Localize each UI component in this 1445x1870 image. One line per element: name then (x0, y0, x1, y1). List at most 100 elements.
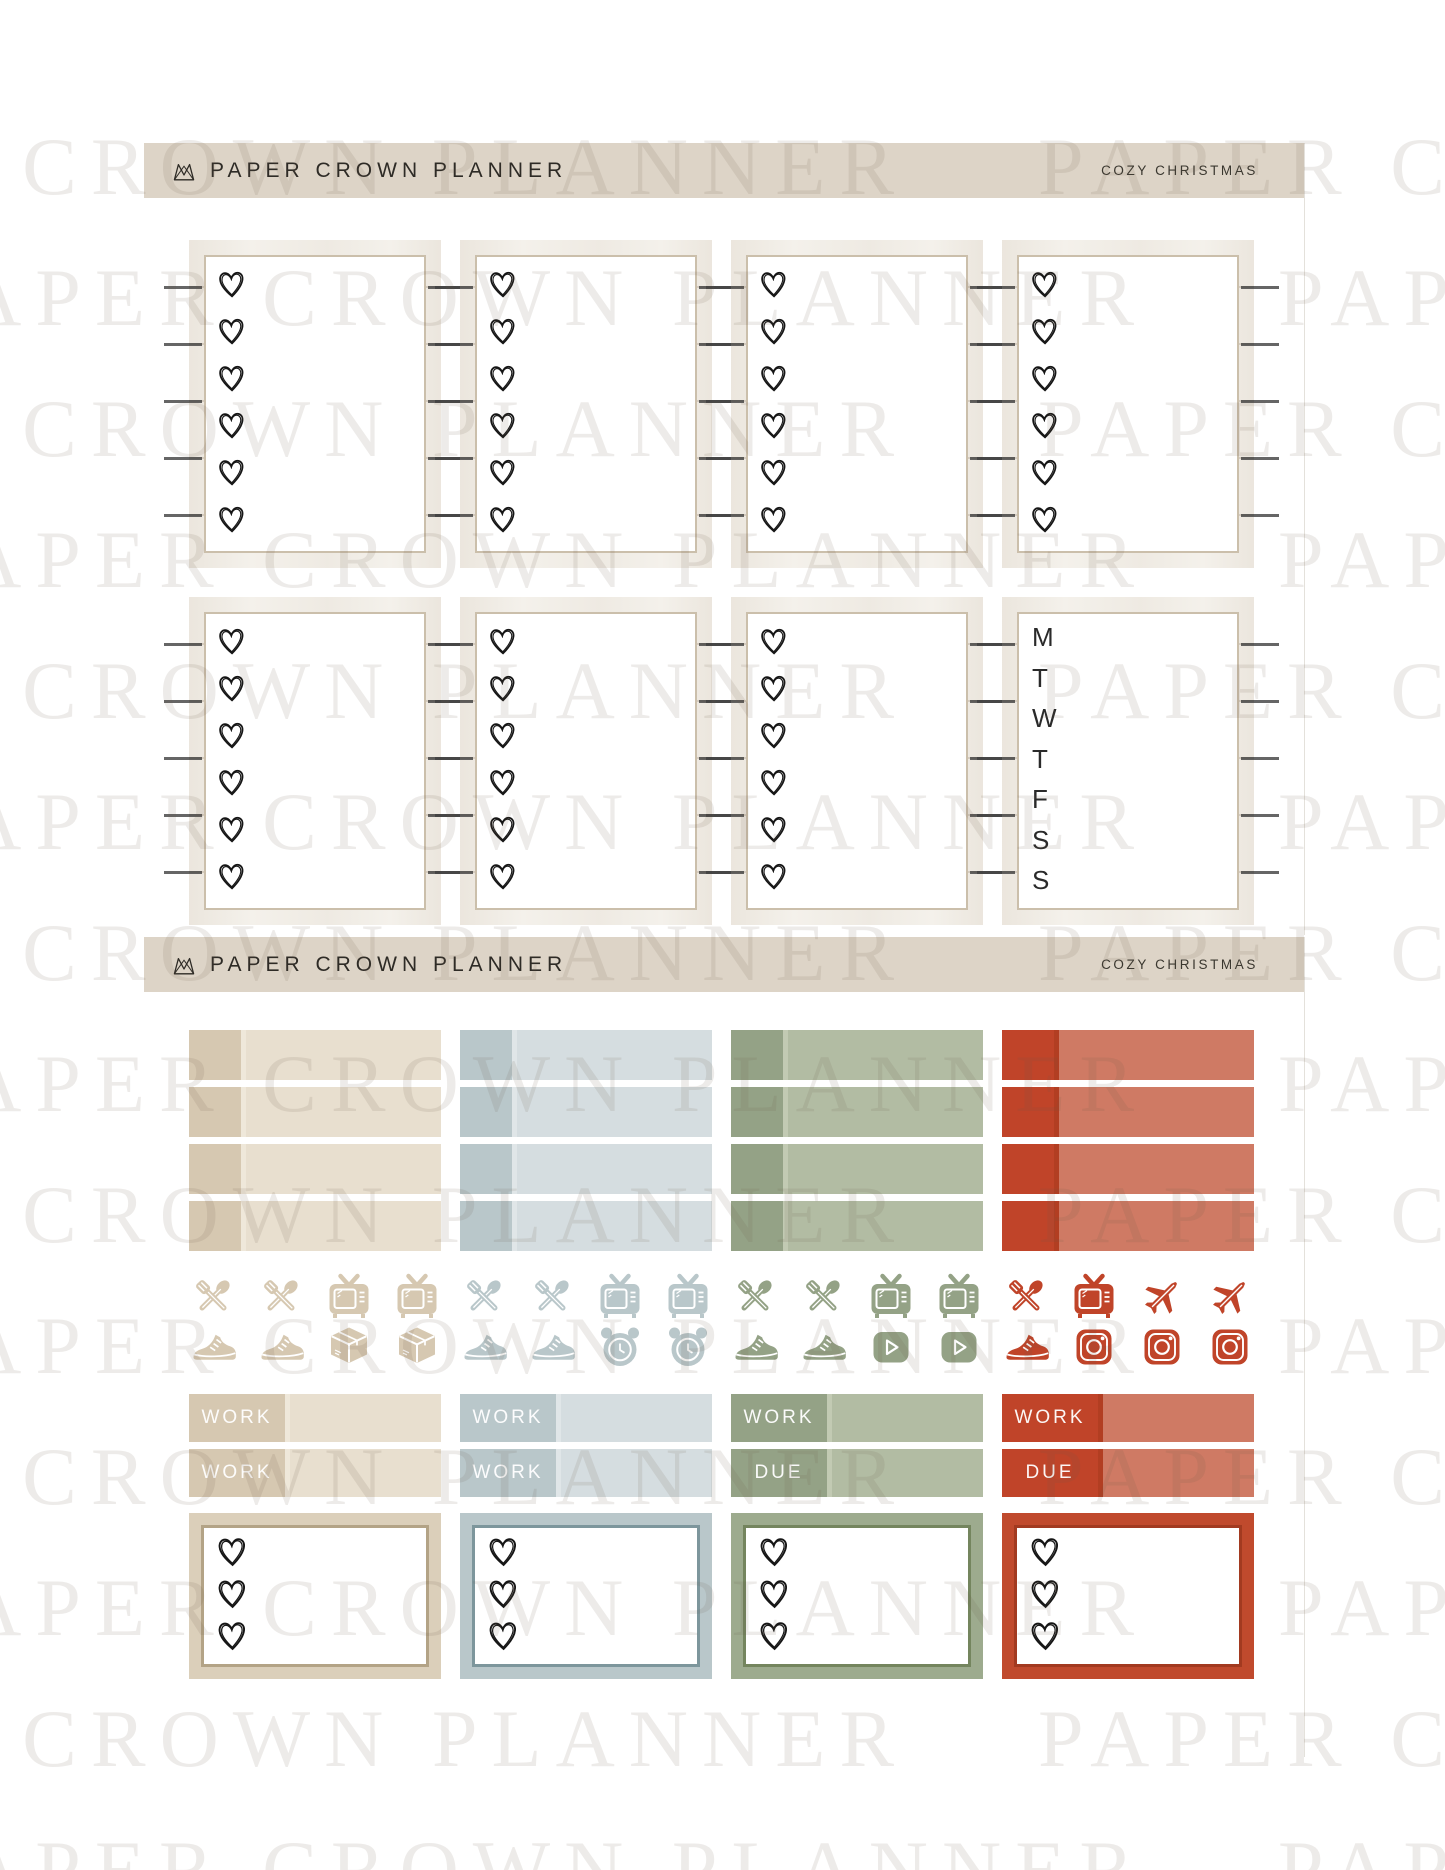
strip-date-cover (1002, 1030, 1054, 1080)
label-segment: WORK (460, 1449, 556, 1497)
header-strip-sticker (460, 1087, 712, 1137)
strip-body (246, 1144, 441, 1194)
plank-tick-marks-left (164, 240, 202, 568)
strip-body (1103, 1394, 1254, 1442)
strip-body (290, 1449, 441, 1497)
heart-icon (486, 625, 519, 658)
strip-body (788, 1030, 983, 1080)
heart-checklist (748, 614, 966, 893)
heart-checklist (748, 257, 966, 536)
plane-icon (1138, 1273, 1186, 1321)
heart-checklist (204, 1528, 426, 1654)
brand-logo: PAPER CROWN PLANNER (168, 952, 567, 978)
label-strip-sticker: WORK (460, 1394, 712, 1442)
half-box-writing-area (472, 1525, 700, 1667)
heart-icon (1028, 409, 1061, 442)
header-strip-sticker (460, 1201, 712, 1251)
clock-icon (596, 1323, 644, 1371)
heart-icon (485, 1534, 521, 1570)
full-box-sticker (164, 240, 466, 568)
label-segment: DUE (731, 1449, 827, 1497)
heart-icon (485, 1576, 521, 1612)
instagram-icon (1138, 1323, 1186, 1371)
strip-divider (241, 1201, 246, 1251)
crown-icon (168, 158, 200, 184)
strip-divider (827, 1449, 832, 1497)
half-box-sticker (1002, 1513, 1254, 1679)
strip-label: WORK (743, 1407, 815, 1428)
heart-checklist (1019, 257, 1237, 536)
full-box-writing-area (746, 612, 968, 910)
icon-sticker-row (460, 1273, 712, 1321)
sheet2-header-band: PAPER CROWN PLANNER COZY CHRISTMAS (144, 937, 1304, 992)
full-box-writing-area (475, 255, 697, 553)
box-icon (393, 1323, 441, 1371)
strip-body (1059, 1030, 1254, 1080)
heart-icon (486, 456, 519, 489)
strip-divider (512, 1144, 517, 1194)
half-box-sticker (460, 1513, 712, 1679)
strip-date-cover (460, 1201, 512, 1251)
header-strip-sticker (189, 1087, 441, 1137)
strip-label: WORK (201, 1407, 273, 1428)
strip-body (517, 1030, 712, 1080)
heart-icon (215, 672, 248, 705)
strip-divider (556, 1394, 561, 1442)
heart-icon (485, 1618, 521, 1654)
strip-label: WORK (472, 1407, 544, 1428)
heart-icon (215, 860, 248, 893)
header-strip-sticker (1002, 1087, 1254, 1137)
strip-body (246, 1087, 441, 1137)
sheet1-header-band: PAPER CROWN PLANNER COZY CHRISTMAS (144, 143, 1304, 198)
strip-date-cover (731, 1087, 783, 1137)
heart-icon (486, 766, 519, 799)
full-box-writing-area (475, 612, 697, 910)
tv-icon (1070, 1273, 1118, 1321)
heart-icon (486, 672, 519, 705)
strip-divider (1054, 1087, 1059, 1137)
heart-icon (757, 766, 790, 799)
sticker-sheet-bottom: PAPER CROWN PLANNER COZY CHRISTMAS WORK … (144, 937, 1305, 1757)
full-box-writing-area (204, 612, 426, 910)
instagram-icon (1206, 1323, 1254, 1371)
play-icon (867, 1323, 915, 1371)
header-strip-sticker (1002, 1144, 1254, 1194)
heart-checklist (746, 1528, 968, 1654)
strip-body (517, 1144, 712, 1194)
heart-checklist (477, 614, 695, 893)
icon-sticker-row (731, 1323, 983, 1371)
shoe-icon (1002, 1323, 1050, 1371)
heart-checklist (206, 614, 424, 893)
heart-icon (757, 362, 790, 395)
heart-icon (486, 719, 519, 752)
heart-icon (1028, 503, 1061, 536)
heart-icon (756, 1534, 792, 1570)
label-strip-sticker: DUE (731, 1449, 983, 1497)
brand-name: PAPER CROWN PLANNER (210, 158, 568, 182)
full-box-sticker (977, 240, 1279, 568)
heart-icon (756, 1618, 792, 1654)
plank-tick-marks-left (435, 597, 473, 925)
strip-divider (556, 1449, 561, 1497)
full-box-writing-area (746, 255, 968, 553)
strip-body (832, 1394, 983, 1442)
header-strip-sticker (189, 1201, 441, 1251)
shoe-icon (799, 1323, 847, 1371)
heart-icon (1027, 1576, 1063, 1612)
strip-divider (783, 1087, 788, 1137)
clock-icon (664, 1323, 712, 1371)
heart-checklist (475, 1528, 697, 1654)
strip-label: DUE (1025, 1462, 1075, 1483)
full-box-sticker (706, 597, 1008, 925)
strip-date-cover (189, 1144, 241, 1194)
header-strip-sticker (189, 1030, 441, 1080)
sticker-column-green: WORK DUE (731, 1030, 983, 1680)
box-icon (325, 1323, 373, 1371)
heart-icon (486, 362, 519, 395)
tv-icon (325, 1273, 373, 1321)
strip-divider (285, 1449, 290, 1497)
heart-icon (757, 456, 790, 489)
full-box-writing-area: M T W T F S S (1017, 612, 1239, 910)
instagram-icon (1070, 1323, 1118, 1371)
label-strip-sticker: WORK (189, 1394, 441, 1442)
